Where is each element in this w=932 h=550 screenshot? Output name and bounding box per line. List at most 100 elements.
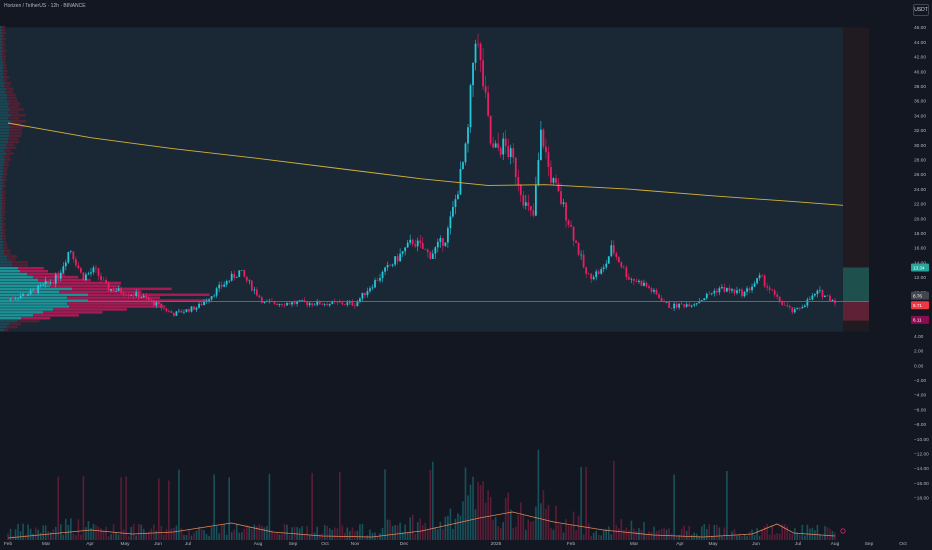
volume-bar	[477, 482, 479, 540]
profile-bar-down	[3, 167, 8, 170]
price-tick-label: −14.00	[914, 466, 929, 472]
time-tick-label: Jun	[154, 541, 162, 547]
price-tick-label: 26.00	[914, 172, 926, 178]
candle-body	[193, 306, 195, 309]
candle-body	[115, 291, 117, 292]
profile-bar-up	[0, 220, 2, 223]
candle-body	[794, 309, 796, 312]
volume-bar	[357, 531, 359, 540]
candle-body	[286, 303, 288, 305]
profile-bar-down	[2, 191, 6, 194]
candle-body	[500, 148, 502, 154]
candle-body	[173, 313, 175, 316]
candle-body	[45, 281, 47, 284]
candle-body	[226, 281, 228, 285]
candle-body	[605, 264, 607, 268]
profile-bar-down	[50, 285, 120, 288]
profile-bar-up	[0, 249, 4, 252]
candle-body	[646, 283, 648, 287]
profile-bar-up	[0, 320, 17, 323]
candle-body	[311, 303, 313, 305]
candle-body	[734, 289, 736, 293]
candle-body	[731, 289, 733, 290]
profile-bar-down	[3, 173, 7, 176]
profile-bar-down	[2, 223, 6, 226]
candle-body	[369, 288, 371, 291]
candle-body	[641, 281, 643, 286]
candle-body	[221, 285, 223, 287]
profile-bar-down	[3, 170, 7, 173]
candle-body	[243, 270, 245, 276]
volume-bar	[621, 519, 623, 540]
volume-bar	[103, 531, 105, 540]
candle-body	[683, 304, 685, 306]
profile-bar-up	[0, 273, 27, 276]
candle-body	[261, 297, 263, 302]
candle-body	[17, 298, 19, 299]
candle-body	[804, 306, 806, 307]
candle-body	[718, 288, 720, 292]
candle-body	[62, 266, 64, 272]
profile-bar-up	[0, 305, 69, 308]
candle-body	[125, 295, 127, 296]
profile-bar-down	[9, 102, 20, 105]
candle-body	[729, 288, 731, 291]
currency-button[interactable]: USDT	[913, 4, 929, 16]
profile-bar-up	[0, 311, 43, 314]
candle-body	[638, 281, 640, 282]
profile-bar-down	[67, 302, 160, 305]
candle-body	[158, 302, 160, 304]
volume-bar	[673, 475, 675, 540]
volume-bar	[721, 537, 723, 540]
volume-bar	[510, 510, 512, 540]
profile-bar-up	[0, 188, 2, 191]
volume-bar	[269, 474, 271, 540]
volume-bar	[367, 535, 369, 540]
price-tick-label: −10.00	[914, 437, 929, 443]
volume-bar	[394, 525, 396, 540]
candle-body	[165, 309, 167, 312]
profile-bar-down	[6, 152, 14, 155]
profile-bar-down	[6, 88, 13, 91]
candle-body	[575, 241, 577, 243]
profile-bar-up	[0, 199, 2, 202]
candle-body	[726, 288, 728, 292]
volume-bar	[73, 533, 75, 540]
profile-bar-up	[0, 52, 2, 55]
candle-body	[128, 295, 130, 296]
profile-bar-down	[9, 135, 21, 138]
volume-bar	[533, 521, 535, 540]
profile-bar-up	[0, 264, 12, 267]
candle-body	[520, 185, 522, 195]
profile-bar-down	[17, 320, 40, 323]
volume-bar	[354, 531, 356, 540]
candle-body	[346, 302, 348, 304]
profile-bar-down	[7, 96, 17, 99]
profile-bar-down	[4, 161, 8, 164]
profile-bar-down	[21, 317, 50, 320]
volume-bar	[525, 530, 527, 540]
profile-bar-down	[2, 182, 5, 185]
candle-body	[530, 206, 532, 210]
time-tick-label: Apr	[86, 541, 94, 547]
profile-bar-up	[0, 185, 3, 188]
volume-bar	[213, 474, 215, 540]
candle-body	[560, 191, 562, 204]
profile-bar-down	[2, 217, 6, 220]
time-tick-label: Mar	[42, 541, 51, 547]
candle-body	[90, 272, 92, 273]
candle-body	[746, 288, 748, 292]
volume-bar	[379, 533, 381, 540]
candle-body	[713, 291, 715, 294]
profile-bar-up	[0, 229, 2, 232]
volume-bar	[570, 525, 572, 540]
profile-bar-up	[0, 76, 4, 79]
candle-body	[723, 287, 725, 292]
profile-bar-up	[0, 105, 8, 108]
candle-body	[414, 244, 416, 246]
profile-bar-down	[88, 293, 210, 296]
volume-bar	[475, 509, 477, 540]
volume-bar	[196, 531, 198, 540]
volume-bar	[666, 530, 668, 540]
